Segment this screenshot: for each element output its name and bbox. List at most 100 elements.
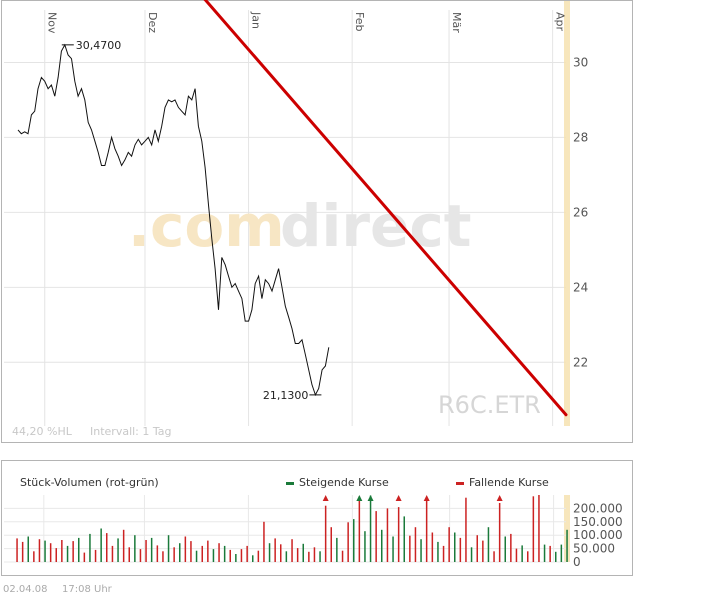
volume-bar <box>49 543 52 562</box>
volume-current-band <box>564 495 570 562</box>
volume-bar <box>566 529 568 562</box>
volume-bar <box>319 551 321 562</box>
volume-bar <box>117 538 119 562</box>
volume-bar <box>184 536 187 562</box>
volume-y-tick-label: 100.000 <box>573 528 623 542</box>
price-y-tick-label: 26 <box>573 205 588 219</box>
volume-bar <box>560 544 563 562</box>
volume-bar <box>134 535 136 562</box>
month-labels: Nov Dez Jan Feb Mär Apr <box>46 11 567 34</box>
price-series <box>17 43 330 397</box>
volume-bar <box>515 548 518 562</box>
volume-bar <box>291 539 293 562</box>
symbol-label: R6C.ETR <box>438 391 541 419</box>
volume-bar <box>66 545 69 562</box>
volume-bar <box>100 528 102 562</box>
month-tick-label: Dez <box>146 12 159 33</box>
volume-bar <box>38 539 41 562</box>
volume-bar <box>195 550 198 562</box>
volume-bar <box>78 537 80 562</box>
volume-bar <box>252 555 254 562</box>
volume-bar <box>425 497 428 562</box>
volume-bar <box>459 537 462 562</box>
volume-title: Stück-Volumen (rot-grün) <box>20 476 159 489</box>
volume-bar <box>369 495 372 562</box>
volume-bar <box>532 496 535 562</box>
volume-bar <box>16 538 18 562</box>
annotations: 30,4700 21,1300 <box>61 39 322 402</box>
volume-bar <box>302 543 304 562</box>
volume-bar <box>442 545 445 562</box>
volume-bar <box>386 508 389 562</box>
volume-bar <box>296 548 299 562</box>
volume-bar <box>437 541 439 562</box>
price-y-tick-label: 28 <box>573 130 588 144</box>
volume-bar <box>246 545 248 562</box>
volume-bar <box>493 551 495 562</box>
volume-bar <box>111 545 114 562</box>
volume-bar <box>44 540 46 562</box>
price-chart: .com direct R6C.ETR Nov Dez Jan Feb Mär Apr 3… <box>1 0 633 443</box>
volume-bar <box>347 522 349 562</box>
hl-label: 44,20 %HL <box>12 425 73 438</box>
price-y-tick-label: 22 <box>573 355 588 369</box>
legend-rising-swatch <box>286 482 294 485</box>
volume-bar <box>201 545 203 562</box>
volume-grid <box>4 495 566 563</box>
volume-bar <box>89 533 91 562</box>
trendline <box>203 0 568 417</box>
volume-bar <box>375 511 377 562</box>
overflow-arrow-icon <box>322 495 329 501</box>
volume-bar <box>308 551 310 562</box>
volume-bar <box>476 535 478 562</box>
volume-bar <box>55 548 57 562</box>
month-tick-label: Mär <box>450 12 463 33</box>
month-tick-label: Feb <box>353 12 366 31</box>
volume-bar <box>94 549 97 562</box>
volume-bar <box>313 547 316 562</box>
volume-bar <box>106 533 108 562</box>
volume-bar <box>470 547 473 562</box>
volume-bar <box>274 538 276 562</box>
volume-bar <box>27 536 29 562</box>
volume-bar <box>487 527 490 562</box>
overflow-arrow-icon <box>496 495 503 501</box>
volume-bar <box>223 545 226 562</box>
price-y-tick-label: 24 <box>573 280 588 294</box>
volume-bar <box>240 549 243 562</box>
volume-bar <box>549 545 551 562</box>
watermark-com: .com <box>128 192 285 260</box>
volume-bar <box>397 507 400 562</box>
volume-y-tick-label: 0 <box>573 555 581 569</box>
volume-bar <box>72 541 74 562</box>
volume-bars <box>16 495 568 562</box>
volume-bar <box>358 496 361 562</box>
overflow-arrow-icon <box>423 495 430 501</box>
volume-bar <box>229 549 231 562</box>
legend-rising-label: Steigende Kurse <box>299 476 389 489</box>
volume-y-tick-label: 50.000 <box>573 542 615 556</box>
watermark: .com direct <box>128 192 471 260</box>
volume-bar <box>324 505 327 562</box>
volume-bar <box>21 541 24 562</box>
volume-bar <box>454 532 456 562</box>
volume-bar <box>128 547 130 562</box>
price-line <box>17 43 330 397</box>
volume-bar <box>83 552 86 562</box>
price-grid <box>4 10 566 426</box>
volume-bar <box>145 540 147 562</box>
volume-bar <box>381 529 383 562</box>
volume-bar <box>538 495 540 562</box>
legend-falling-label: Fallende Kurse <box>469 476 549 489</box>
volume-bar <box>257 550 260 562</box>
volume-bar <box>285 551 288 562</box>
volume-bar <box>122 529 125 562</box>
volume-bar <box>353 519 355 562</box>
overflow-arrow-icon <box>395 495 402 501</box>
current-date-band <box>564 1 570 426</box>
footer-time: 17:08 Uhr <box>62 584 113 595</box>
volume-bar <box>235 554 237 562</box>
footer-date: 02.04.08 <box>3 584 48 595</box>
volume-bar <box>498 503 501 562</box>
